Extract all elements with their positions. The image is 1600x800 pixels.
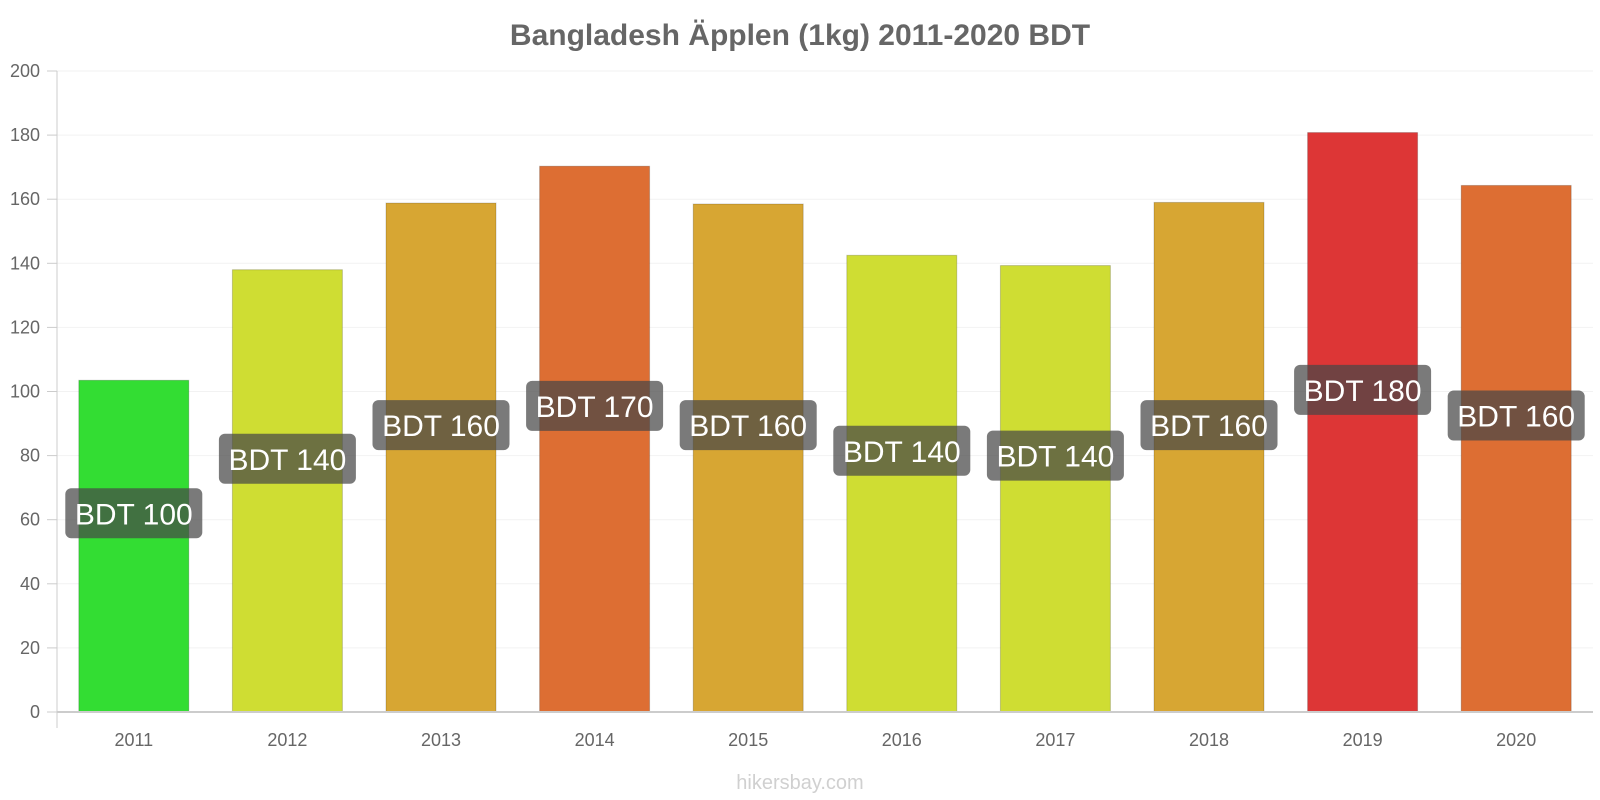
watermark: hikersbay.com: [736, 772, 863, 794]
data-label: BDT 160: [382, 410, 500, 443]
data-label-box: [833, 425, 971, 476]
chart-title: Bangladesh Äpplen (1kg) 2011-2020 BDT: [510, 19, 1090, 52]
data-label: BDT 180: [1304, 375, 1422, 408]
y-tick-label: 40: [20, 574, 40, 594]
bar-2014: [539, 165, 651, 713]
y-tick-label: 60: [20, 510, 40, 530]
data-label: BDT 140: [228, 444, 346, 477]
x-tick-label: 2019: [1343, 730, 1383, 750]
bar-2011: [78, 379, 190, 713]
x-tick-label: 2017: [1035, 730, 1075, 750]
data-label-box: [1447, 390, 1585, 441]
y-axis: 0 20 40 60 80 100 120 140 160 180 200: [10, 61, 58, 728]
data-label: BDT 170: [536, 391, 654, 424]
bar-2020: [1460, 184, 1572, 713]
x-tick-label: 2013: [421, 730, 461, 750]
bar-2019: [1307, 132, 1419, 713]
data-label-box: [1294, 364, 1432, 415]
bar-2015: [692, 203, 804, 713]
y-tick-label: 200: [10, 61, 40, 81]
data-label-box: [526, 380, 664, 431]
bars: [78, 132, 1572, 713]
bar-2016: [846, 254, 958, 713]
bar-2018: [1153, 201, 1265, 713]
y-tick-label: 160: [10, 189, 40, 209]
data-label: BDT 160: [1457, 401, 1575, 434]
bar-2013: [385, 202, 497, 713]
y-tick-label: 0: [30, 702, 40, 722]
data-label-box: [1140, 400, 1278, 451]
x-tick-label: 2011: [114, 730, 153, 750]
bar-2017: [999, 265, 1111, 713]
x-tick-label: 2014: [575, 730, 615, 750]
data-label-box: [986, 430, 1124, 481]
y-tick-label: 20: [20, 638, 40, 658]
data-label: BDT 100: [75, 498, 193, 531]
data-label-box: [372, 400, 510, 451]
data-label: BDT 140: [843, 436, 961, 469]
y-tick-label: 120: [10, 317, 40, 337]
data-label-box: [218, 433, 356, 484]
x-tick-label: 2015: [728, 730, 768, 750]
y-tick-label: 80: [20, 446, 40, 466]
data-label-box: [679, 400, 817, 451]
x-tick-label: 2020: [1496, 730, 1536, 750]
y-tick-label: 100: [10, 382, 40, 402]
x-tick-label: 2016: [882, 730, 922, 750]
x-tick-label: 2018: [1189, 730, 1229, 750]
data-label: BDT 140: [996, 441, 1114, 474]
data-label-box: [65, 488, 203, 539]
data-labels: BDT 100 BDT 140 BDT 160 BDT 170 BDT 160 BDT 1…: [65, 364, 1585, 539]
y-tick-label: 140: [10, 253, 40, 273]
x-tick-label: 2012: [267, 730, 307, 750]
data-label: BDT 160: [1150, 410, 1268, 443]
data-label: BDT 160: [689, 410, 807, 443]
bar-2012: [231, 269, 343, 713]
y-tick-label: 180: [10, 125, 40, 145]
x-axis: 2011 2012 2013 2014 2015 2016 2017 2018 2019 2020: [57, 711, 1593, 750]
